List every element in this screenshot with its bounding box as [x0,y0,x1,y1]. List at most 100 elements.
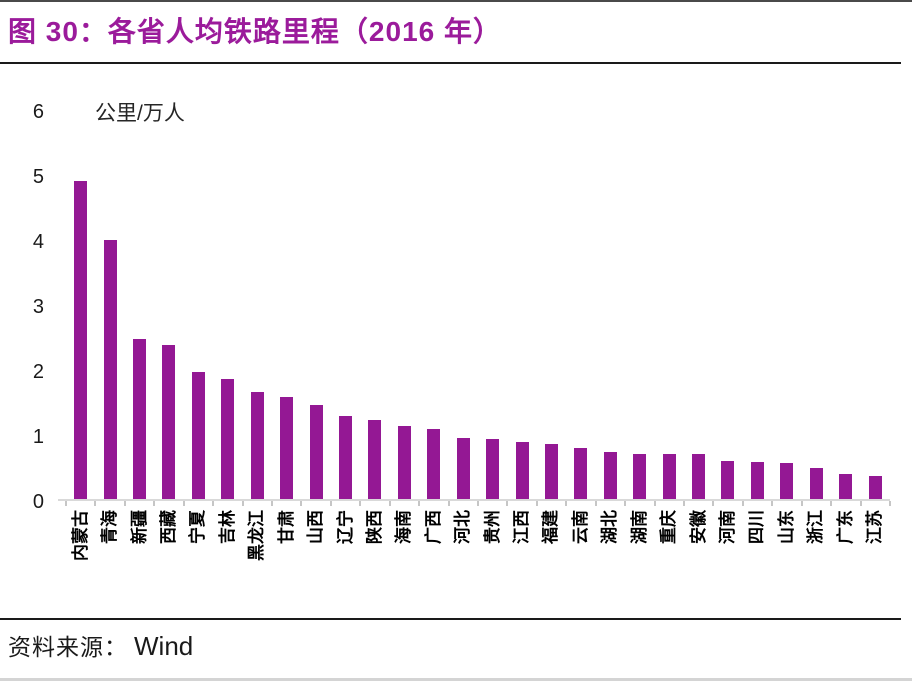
bar [250,392,264,499]
x-axis-label: 内蒙古 [70,510,90,561]
x-axis-label-slot: 山西 [301,508,330,620]
x-axis-tick [153,501,156,506]
x-axis-label-slot: 安徽 [684,508,713,620]
x-axis-line [58,499,890,501]
bar [544,444,558,499]
x-axis-label-slot: 重庆 [654,508,683,620]
x-axis-label: 山东 [776,510,796,544]
bar [868,476,882,499]
bar [662,453,676,499]
x-axis-tick [94,501,97,506]
x-axis-tick [653,501,656,506]
bar-slot [596,109,625,499]
bar-slot [684,109,713,499]
x-axis-label-slot: 湖北 [596,508,625,620]
x-axis-tick [859,501,862,506]
y-axis-tick-label: 5 [32,166,44,188]
bar [133,339,147,499]
bar-slot [448,109,477,499]
x-axis-tick [329,501,332,506]
x-axis-tick [594,501,597,506]
source-label: 资料来源： [8,635,128,660]
x-axis-label: 四川 [747,510,767,544]
x-axis-label-slot: 吉林 [213,508,242,620]
bar-slot [566,109,595,499]
x-axis-label-slot: 陕西 [360,508,389,620]
x-axis-label: 云南 [570,510,590,544]
x-axis-label-slot: 贵州 [478,508,507,620]
bar-slot [390,109,419,499]
bar-slot [802,109,831,499]
x-axis-label: 甘肃 [276,510,296,544]
x-axis-label: 黑龙江 [247,510,267,561]
x-axis-tick [624,501,627,506]
x-axis-label-slot: 宁夏 [184,508,213,620]
bar-slot [654,109,683,499]
x-axis-label-slot: 黑龙江 [243,508,272,620]
y-axis-tick-label: 0 [32,491,44,513]
x-axis-label: 广东 [835,510,855,544]
bar-slot [301,109,330,499]
x-axis-label-slot: 甘肃 [272,508,301,620]
x-axis-label-slot: 江苏 [860,508,889,620]
x-axis-tick [712,501,715,506]
x-axis-label-slot: 广东 [831,508,860,620]
x-axis-label-slot: 海南 [390,508,419,620]
x-axis-label: 江苏 [865,510,885,544]
x-axis-label: 河南 [717,510,737,544]
x-axis-tick [683,501,685,506]
x-axis-tick [447,501,450,506]
bar-slot [860,109,889,499]
page-title: 图 30：各省人均铁路里程（2016 年） [8,16,502,47]
bar [456,437,470,499]
x-axis-tick [506,501,509,506]
bar [721,460,735,499]
bottom-divider [0,678,912,681]
bar [750,461,764,499]
x-axis-tick [889,501,891,506]
source-value: Wind [134,631,194,661]
x-axis-label: 福建 [541,510,561,544]
bar [427,429,441,499]
x-axis-tick [241,501,244,506]
x-axis-label-slot: 西藏 [154,508,183,620]
bar-slot [419,109,448,499]
bar-slot [507,109,536,499]
bar-slot [125,109,154,499]
bar-slot [537,109,566,499]
bar-slot [625,109,654,499]
bar-slot [184,109,213,499]
x-axis-tick [565,501,568,506]
x-axis-tick [741,501,744,506]
bar [280,396,294,499]
x-axis-label: 广西 [423,510,443,544]
bar-slot [213,109,242,499]
x-axis-label: 山西 [306,510,326,544]
x-axis-label-slot: 河北 [448,508,477,620]
bar [397,425,411,499]
x-axis-label-slot: 云南 [566,508,595,620]
x-axis-label: 新疆 [129,510,149,544]
y-axis-unit-label: 公里/万人 [95,102,185,125]
bar [780,462,794,499]
x-axis-label: 辽宁 [335,510,355,544]
x-axis-label: 青海 [100,510,120,544]
x-axis-label-slot: 河南 [713,508,742,620]
bar [191,371,205,499]
x-axis-tick [771,501,774,506]
x-axis-label-slot: 广西 [419,508,448,620]
x-axis-label: 重庆 [659,510,679,544]
bar-slot [331,109,360,499]
bar [692,454,706,499]
x-axis-label-slot: 山东 [772,508,801,620]
y-axis-tick-label: 6 [32,101,44,123]
x-axis-label: 吉林 [217,510,237,544]
x-axis-label: 河北 [453,510,473,544]
x-axis-label-slot: 辽宁 [331,508,360,620]
x-axis-labels: 内蒙古 青海 新疆 西藏 宁夏 吉林 黑龙江 甘肃 山西 辽宁 陕西 海南 广西 河北 贵州 江西 福建 云南 湖北… [66,508,890,620]
bar [368,419,382,499]
x-axis-label: 江西 [512,510,532,544]
x-axis-label: 宁夏 [188,510,208,544]
x-axis-label-slot: 江西 [507,508,536,620]
